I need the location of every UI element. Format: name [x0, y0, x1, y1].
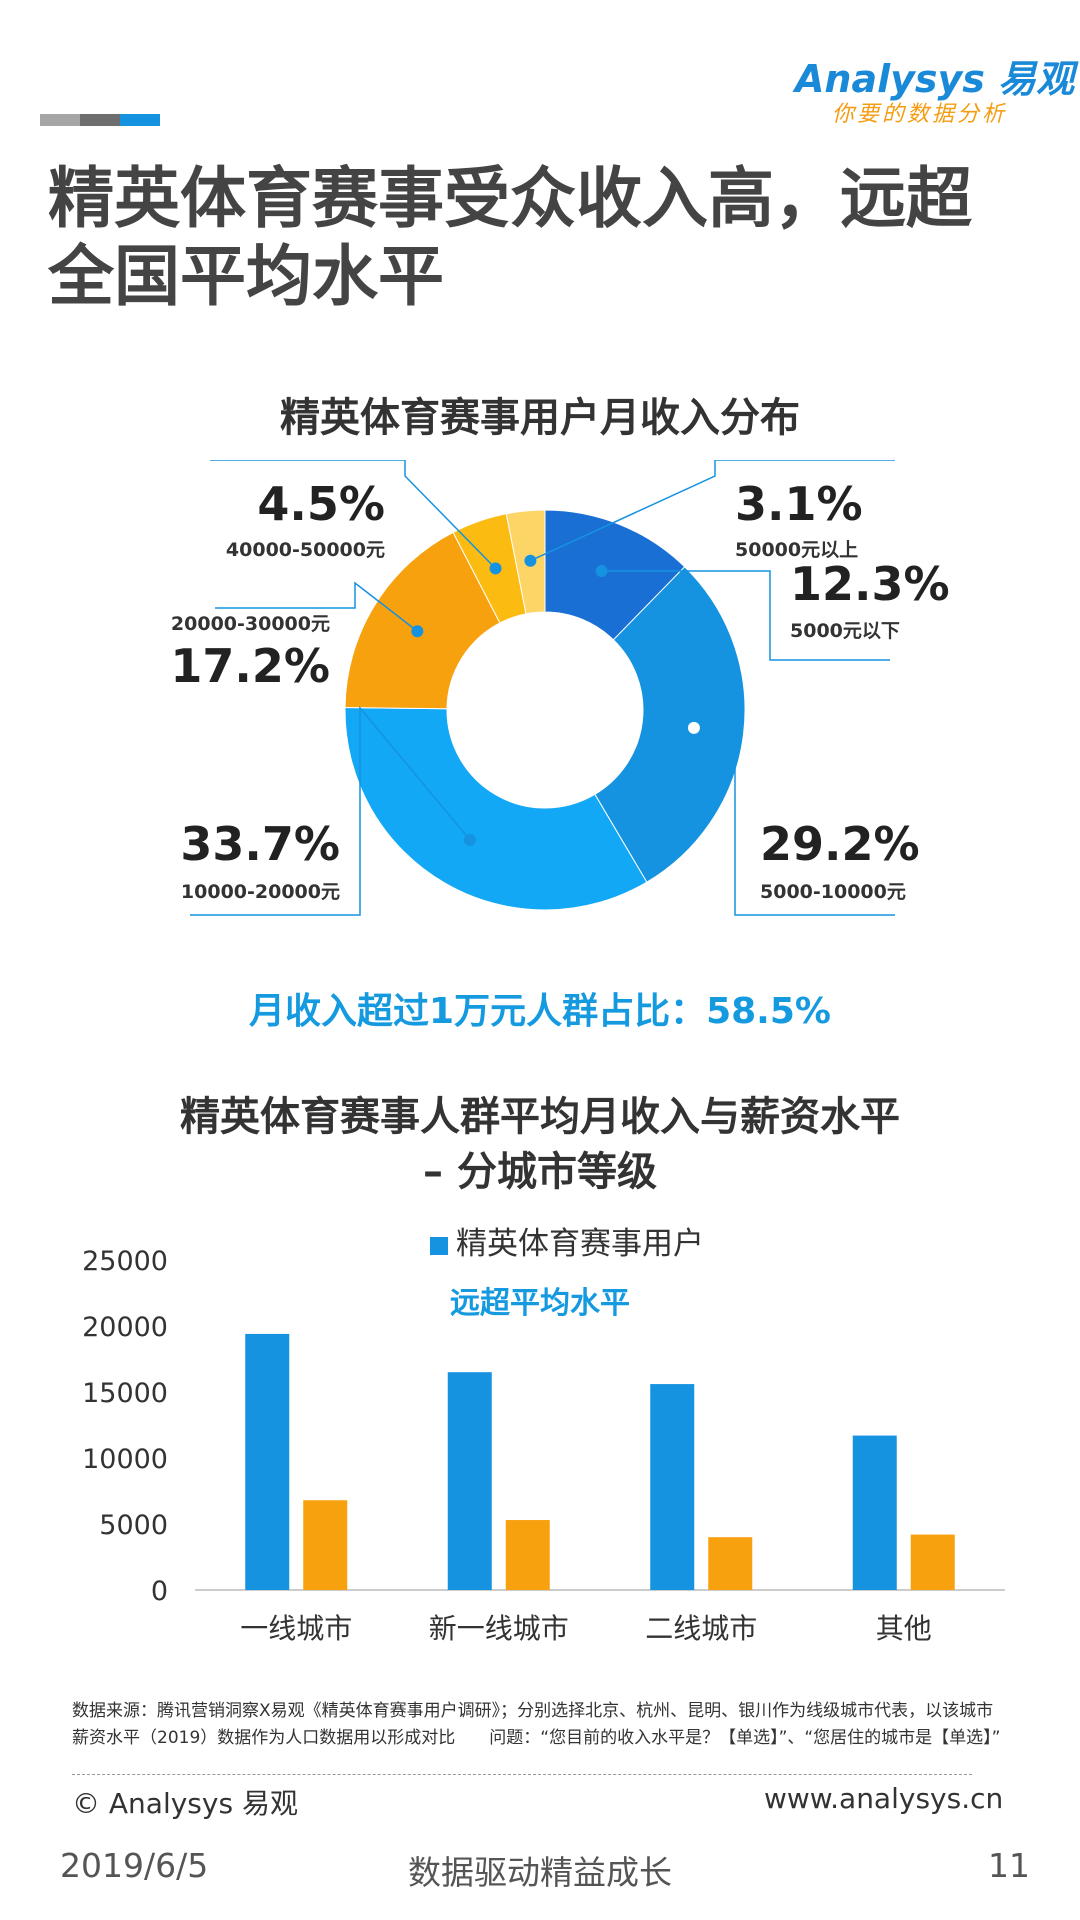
- donut-slice-2: [344, 706, 648, 911]
- copyright: © Analysys 易观: [72, 1787, 298, 1820]
- bar-series1-3: [910, 1534, 955, 1590]
- donut-label-range-1: 5000-10000元: [760, 881, 906, 903]
- donut-leader-dot-0: [595, 565, 608, 578]
- donut-leader-dot-2: [463, 833, 476, 846]
- source-footnote: 数据来源：腾讯营销洞察X易观《精英体育赛事用户调研》；分别选择北京、杭州、昆明、…: [72, 1701, 1001, 1748]
- title-accent-bar: [40, 114, 160, 126]
- donut-label-value-4: 4.5%: [257, 477, 385, 531]
- donut-leader-line-1: [693, 707, 895, 916]
- bar-series1-2: [708, 1537, 753, 1590]
- y-tick-label-1: 5000: [99, 1510, 168, 1541]
- donut-leader-line-3: [215, 581, 418, 632]
- donut-label-range-5: 50000元以上: [735, 539, 858, 561]
- donut-leader-line-5: [530, 460, 895, 562]
- y-tick-label-3: 15000: [82, 1378, 168, 1409]
- bar-series0-0: [245, 1333, 290, 1590]
- donut-label-range-2: 10000-20000元: [181, 881, 340, 903]
- donut-label-value-3: 17.2%: [170, 639, 330, 693]
- y-tick-label-5: 25000: [82, 1246, 168, 1277]
- donut-chart-title: 精英体育赛事用户月收入分布: [280, 395, 800, 441]
- donut-leader-dot-4: [489, 562, 502, 575]
- bar-series1-0: [303, 1500, 348, 1590]
- donut-leader-dot-1: [687, 721, 700, 734]
- donut-leader-line-2: [190, 705, 471, 916]
- donut-leader-dot-3: [411, 625, 424, 638]
- donut-leader-dot-5: [524, 554, 537, 567]
- donut-label-range-4: 40000-50000元: [226, 539, 385, 561]
- donut-label-range-3: 20000-30000元: [171, 613, 330, 635]
- x-category-label-0: 一线城市: [240, 1612, 352, 1645]
- bar-chart: 0 5000 10000 15000 20000 25000 一线城市 新一线城市 二线城市 其他: [82, 1246, 1005, 1645]
- bar-series0-3: [852, 1435, 897, 1590]
- bar-chart-title-main: 精英体育赛事人群平均月收入与薪资水平: [180, 1094, 900, 1140]
- brand-logo: Analysys 易观: [795, 57, 1075, 101]
- page-number: 11: [988, 1846, 1030, 1885]
- legend-swatch-blue: [430, 1236, 448, 1255]
- bar-chart-title: 精英体育赛事人群平均月收入与薪资水平 – 分城市等级: [0, 1090, 1080, 1200]
- y-tick-label-4: 20000: [82, 1312, 168, 1343]
- brand-tagline: 你要的数据分析: [832, 102, 1008, 127]
- x-category-label-3: 其他: [876, 1612, 932, 1645]
- x-category-label-1: 新一线城市: [429, 1612, 569, 1645]
- bar-chart-annotation: 远超平均水平: [450, 1286, 630, 1321]
- footer-slogan: 数据驱动精益成长: [408, 1853, 672, 1892]
- donut-slice-1: [594, 566, 746, 883]
- donut-slice-3: [344, 531, 501, 710]
- donut-label-value-1: 29.2%: [760, 817, 920, 871]
- donut-label-value-5: 3.1%: [735, 477, 863, 531]
- bar-chart-subtitle: – 分城市等级: [423, 1149, 657, 1195]
- bar-series0-2: [650, 1384, 695, 1590]
- y-tick-label-0: 0: [151, 1576, 168, 1607]
- bar-series1-1: [505, 1520, 550, 1590]
- footer-divider: [72, 1774, 972, 1775]
- bar-series0-1: [447, 1372, 492, 1590]
- bar-chart-legend: 精英体育赛事用户: [430, 1218, 704, 1263]
- donut-label-value-0: 12.3%: [790, 557, 950, 611]
- highlight-statistic: 月收入超过1万元人群占比：58.5%: [249, 991, 831, 1032]
- donut-leader-line-4: [210, 460, 497, 569]
- page-title: 精英体育赛事受众收入高，远超全国平均水平: [48, 160, 972, 315]
- donut-label-range-0: 5000元以下: [790, 620, 900, 642]
- website-link[interactable]: www.analysys.cn: [764, 1782, 1004, 1815]
- y-tick-label-2: 10000: [82, 1444, 168, 1475]
- x-category-label-2: 二线城市: [645, 1612, 757, 1645]
- donut-label-value-2: 33.7%: [180, 817, 340, 871]
- footer-date: 2019/6/5: [60, 1846, 209, 1885]
- legend-label: 精英体育赛事用户: [456, 1226, 704, 1262]
- donut-chart: 12.3% 5000元以下 29.2% 5000-10000元 33.7% 10000-2…: [170, 460, 950, 916]
- donut-leader-line-0: [601, 570, 890, 661]
